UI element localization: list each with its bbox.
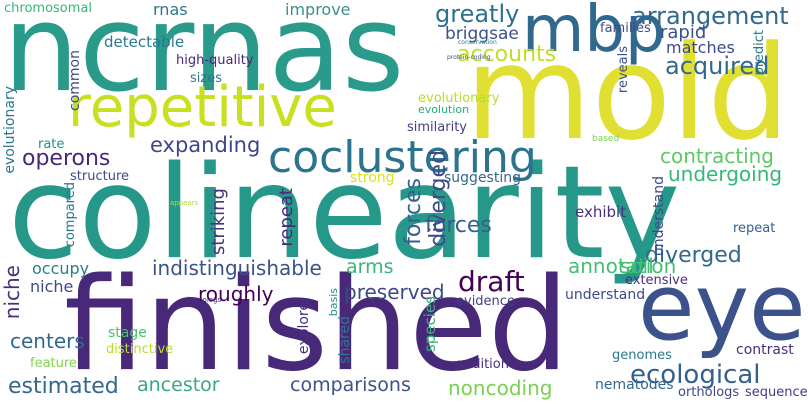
word: striking — [208, 188, 229, 256]
word: coclustering — [268, 132, 537, 183]
word: chromosomal — [4, 1, 92, 16]
word: genomes — [612, 348, 672, 363]
word: homologs — [187, 296, 222, 304]
word: briggsae — [445, 24, 519, 44]
word: extensive — [625, 273, 688, 288]
word: exhibit — [575, 203, 627, 221]
word: rapid — [660, 22, 707, 43]
word: repeat — [733, 221, 776, 236]
word: compared — [63, 182, 78, 248]
word: operons — [22, 146, 111, 171]
word: shared — [337, 316, 353, 364]
word: distinctive — [106, 342, 174, 357]
word: sizes — [190, 71, 222, 86]
word: noncoding — [448, 376, 553, 400]
word: conservation — [458, 39, 497, 46]
word: addition — [456, 357, 509, 372]
word: expanding — [150, 133, 261, 157]
word: acquired — [665, 52, 770, 80]
word: ncrnas — [3, 0, 405, 119]
word: undergoing — [668, 162, 783, 186]
word: mbp — [522, 0, 666, 67]
word: occupy — [32, 259, 90, 278]
word: high-quality — [176, 53, 254, 68]
word: understand — [565, 287, 646, 303]
word: contracting — [660, 144, 774, 168]
word: soil — [620, 254, 654, 278]
word: rnas — [153, 0, 188, 19]
word: suggesting — [444, 170, 521, 186]
word: finished — [64, 251, 570, 400]
word: annotation — [568, 254, 677, 278]
word: centers — [10, 329, 85, 353]
word: draft — [458, 265, 525, 298]
word: indistinguishable — [152, 256, 322, 280]
word: structure — [70, 169, 129, 184]
word: common — [67, 50, 83, 111]
word: sequenced — [745, 385, 808, 400]
word: strong — [350, 170, 395, 186]
word: ancestor — [137, 374, 220, 396]
word: niche — [30, 277, 74, 296]
word: preserved — [344, 280, 445, 304]
word: appears — [170, 199, 199, 207]
word: eye — [638, 254, 806, 361]
word: repeat — [276, 188, 297, 247]
word: matches — [666, 38, 735, 57]
word: greatly — [435, 0, 520, 28]
word: mold — [465, 17, 790, 169]
word: species — [421, 296, 439, 353]
word: diverged — [426, 150, 451, 247]
word: niche — [0, 265, 24, 320]
word: reveals — [616, 46, 631, 94]
word: arms — [346, 256, 394, 278]
word: explore — [296, 302, 312, 355]
word: stage — [108, 325, 147, 341]
word: diverged — [645, 243, 742, 268]
word: detectable — [104, 33, 185, 51]
word: evolutionary — [418, 91, 500, 106]
word: protein-coding — [447, 54, 491, 61]
word: contrast — [736, 342, 794, 358]
word: based — [592, 134, 620, 144]
word: comparisons — [290, 374, 411, 396]
word: predict — [752, 30, 767, 76]
word: arrangement — [632, 2, 789, 30]
word: improve — [285, 0, 351, 19]
word: rate — [38, 137, 65, 152]
word: roughly — [198, 282, 274, 306]
word: similarity — [407, 120, 467, 135]
word: evolution — [418, 103, 470, 116]
word: orthologs — [678, 385, 740, 400]
word: basis — [327, 288, 340, 317]
word: repetitive — [68, 75, 337, 140]
word: forces — [401, 178, 426, 245]
word: families — [600, 21, 651, 36]
word: forces — [425, 213, 492, 238]
word: feature — [30, 356, 77, 371]
word: understand — [651, 176, 667, 257]
word: evidence — [456, 294, 515, 309]
word: accounts — [457, 42, 557, 67]
word: nematodes — [595, 377, 674, 393]
word: colinearity — [8, 139, 681, 288]
word: evolutionary — [2, 86, 18, 174]
word: estimated — [8, 374, 119, 399]
word: ecological — [630, 360, 761, 390]
